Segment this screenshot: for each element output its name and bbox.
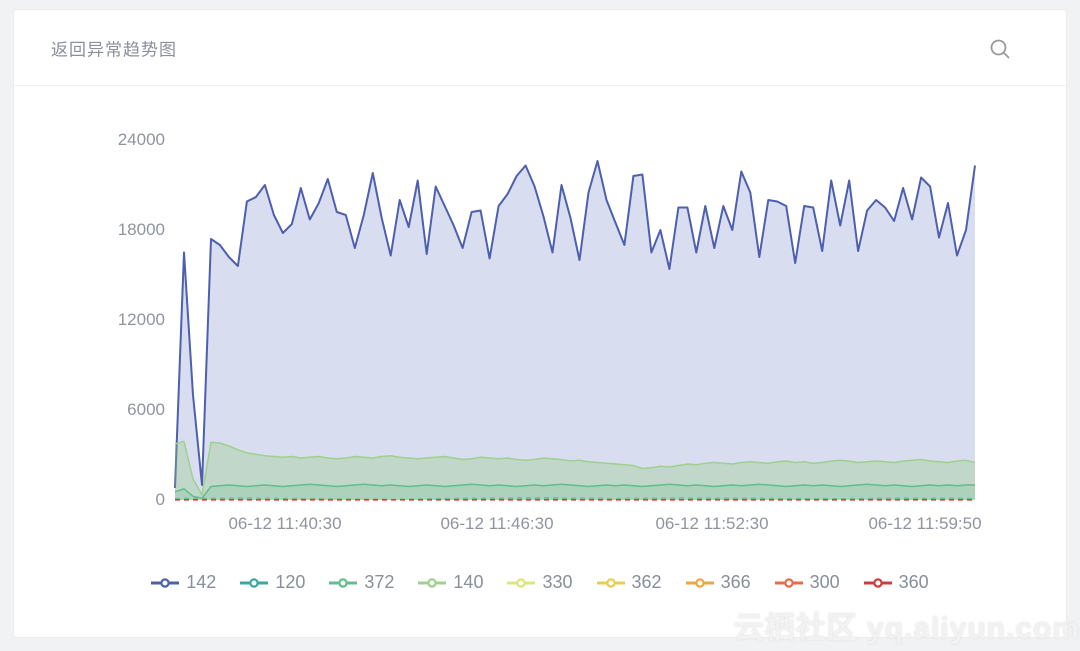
- x-axis-tick: 06-12 11:52:30: [655, 514, 769, 533]
- watermark: 云栖社区 yq.aliyun.com: [733, 612, 1080, 645]
- y-axis-tick: 12000: [117, 310, 165, 329]
- legend-label: 140: [453, 572, 484, 592]
- legend-label: 142: [186, 572, 217, 592]
- legend-item-372[interactable]: 372: [329, 572, 394, 593]
- y-axis-tick: 6000: [127, 400, 165, 419]
- page-title: 返回异常趋势图: [51, 40, 177, 59]
- x-axis-tick: 06-12 11:40:30: [228, 514, 342, 533]
- search-icon: [990, 39, 1010, 59]
- legend-label: 330: [542, 572, 573, 592]
- legend-marker-icon: [685, 577, 714, 588]
- legend-label: 360: [898, 572, 929, 592]
- legend-marker-icon: [863, 577, 892, 588]
- legend-marker-icon: [507, 577, 536, 588]
- legend-item-120[interactable]: 120: [240, 572, 305, 593]
- legend-marker-icon: [240, 577, 269, 588]
- legend-marker-icon: [329, 577, 358, 588]
- x-axis-tick: 06-12 11:59:50: [868, 514, 982, 533]
- legend-item-330[interactable]: 330: [507, 572, 573, 593]
- chart-card: 返回异常趋势图: [13, 9, 1067, 638]
- legend-label: 366: [720, 572, 751, 592]
- legend-item-140[interactable]: 140: [418, 572, 483, 593]
- legend-item-362[interactable]: 362: [596, 572, 662, 593]
- legend-item-142[interactable]: 142: [151, 572, 216, 593]
- y-axis-tick: 0: [155, 490, 165, 509]
- legend-label: 300: [809, 572, 840, 592]
- x-axis-tick: 06-12 11:46:30: [440, 514, 554, 533]
- search-button[interactable]: [989, 38, 1011, 60]
- legend-item-366[interactable]: 366: [685, 572, 751, 593]
- legend-marker-icon: [596, 577, 625, 588]
- legend-item-360[interactable]: 360: [863, 572, 929, 593]
- chart-legend: 142 120 372 140 330 362 366 300 360: [0, 572, 1080, 593]
- legend-label: 362: [631, 572, 662, 592]
- card-header: 返回异常趋势图: [14, 10, 1066, 86]
- legend-label: 372: [364, 572, 395, 592]
- legend-marker-icon: [774, 577, 803, 588]
- y-axis-tick: 24000: [117, 130, 165, 149]
- y-axis-tick: 18000: [117, 220, 165, 239]
- legend-item-300[interactable]: 300: [774, 572, 840, 593]
- legend-marker-icon: [418, 577, 447, 588]
- legend-label: 120: [275, 572, 306, 592]
- legend-marker-icon: [151, 577, 180, 588]
